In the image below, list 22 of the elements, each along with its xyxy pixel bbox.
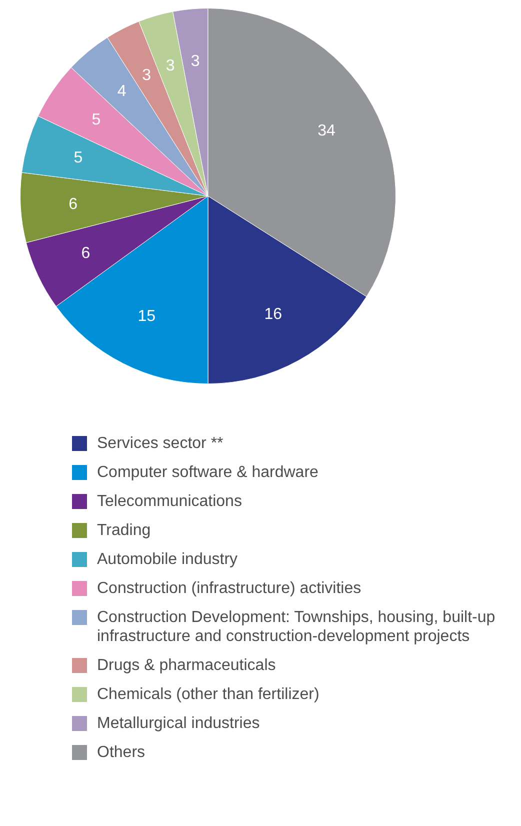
legend-label: Computer software & hardware <box>97 463 318 482</box>
legend-label: Automobile industry <box>97 550 238 569</box>
legend-label: Construction Development: Townships, housing, built-up infrastructure and construction-development projects <box>97 608 496 646</box>
legend-label: Telecommunications <box>97 492 242 511</box>
data-label: 5 <box>74 150 83 167</box>
data-label: 5 <box>92 111 101 128</box>
data-label: 3 <box>166 58 175 75</box>
data-label: 15 <box>138 308 156 325</box>
data-label: 3 <box>142 66 152 84</box>
data-label: 4 <box>117 83 126 100</box>
data-label: 6 <box>81 244 90 262</box>
legend-label: Construction (infrastructure) activities <box>97 579 362 598</box>
data-label: 6 <box>68 196 78 213</box>
data-label: 16 <box>264 306 282 323</box>
legend-label: Others <box>97 743 146 762</box>
legend-label: Drugs & pharmaceuticals <box>97 656 276 675</box>
legend-label: Metallurgical industries <box>97 714 260 733</box>
data-label: 3 <box>190 52 200 70</box>
legend-label: Services sector ** <box>97 434 224 453</box>
data-label: 34 <box>318 122 336 140</box>
legend-label: Chemicals (other than fertilizer) <box>97 685 320 704</box>
legend-label: Trading <box>97 521 151 540</box>
